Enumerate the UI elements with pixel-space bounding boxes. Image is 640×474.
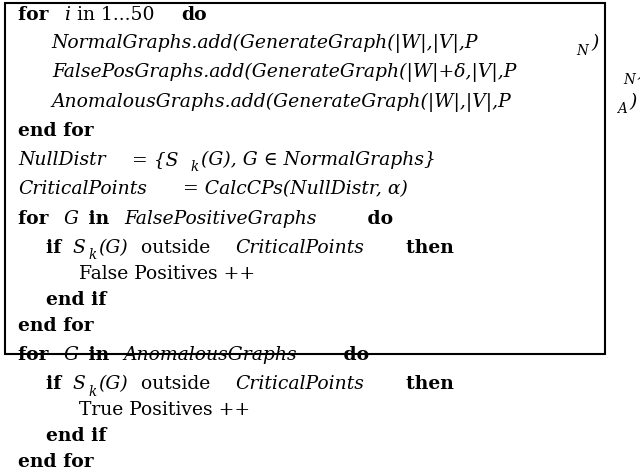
Text: G: G (64, 210, 79, 228)
Text: then: then (394, 239, 454, 257)
Text: end for: end for (19, 317, 94, 335)
Text: (G): (G) (99, 239, 128, 257)
Text: S: S (72, 375, 85, 393)
Text: end for: end for (19, 122, 94, 140)
Text: FalsePositiveGraphs: FalsePositiveGraphs (124, 210, 316, 228)
Text: end if: end if (46, 428, 106, 446)
Text: if: if (46, 239, 67, 257)
Text: end if: end if (46, 291, 106, 309)
Text: in: in (83, 210, 116, 228)
Text: (G), G ∈ NormalGraphs}: (G), G ∈ NormalGraphs} (201, 151, 436, 169)
Text: NullDistr: NullDistr (19, 151, 106, 169)
Text: for: for (19, 346, 55, 364)
Text: (G): (G) (99, 375, 128, 393)
Text: for: for (19, 6, 55, 24)
Text: G: G (64, 346, 79, 364)
Text: CriticalPoints: CriticalPoints (19, 180, 147, 198)
Text: i: i (64, 6, 70, 24)
Text: N: N (577, 44, 588, 57)
Text: in: in (83, 346, 116, 364)
Text: outside: outside (135, 239, 216, 257)
Text: FalsePosGraphs.add(GenerateGraph(|W|+δ,|V|,P: FalsePosGraphs.add(GenerateGraph(|W|+δ,|… (52, 63, 516, 82)
Text: in 1...50: in 1...50 (71, 6, 161, 24)
Text: NormalGraphs.add(GenerateGraph(|W|,|V|,P: NormalGraphs.add(GenerateGraph(|W|,|V|,P (52, 34, 478, 53)
Text: A: A (618, 102, 627, 116)
Text: AnomalousGraphs.add(GenerateGraph(|W|,|V|,P: AnomalousGraphs.add(GenerateGraph(|W|,|V… (52, 92, 511, 111)
Text: CriticalPoints: CriticalPoints (235, 375, 364, 393)
Text: False Positives ++: False Positives ++ (79, 265, 255, 283)
Text: end for: end for (19, 453, 94, 471)
Text: S: S (72, 239, 85, 257)
Text: k: k (191, 161, 199, 174)
Text: do: do (337, 346, 369, 364)
Text: = CalcCPs(NullDistr, α): = CalcCPs(NullDistr, α) (177, 180, 408, 198)
Text: AnomalousGraphs: AnomalousGraphs (124, 346, 298, 364)
Text: ): ) (638, 64, 640, 82)
Text: then: then (394, 375, 454, 393)
Text: k: k (88, 385, 97, 399)
Text: True Positives ++: True Positives ++ (79, 401, 250, 419)
Text: if: if (46, 375, 67, 393)
Text: do: do (360, 210, 393, 228)
Text: k: k (88, 248, 97, 262)
Text: N: N (623, 73, 635, 87)
Text: for: for (19, 210, 55, 228)
Text: CriticalPoints: CriticalPoints (235, 239, 364, 257)
Text: outside: outside (135, 375, 216, 393)
Text: ): ) (630, 92, 637, 110)
Text: do: do (181, 6, 207, 24)
Text: = {S: = {S (126, 151, 179, 169)
Text: ): ) (591, 34, 598, 52)
